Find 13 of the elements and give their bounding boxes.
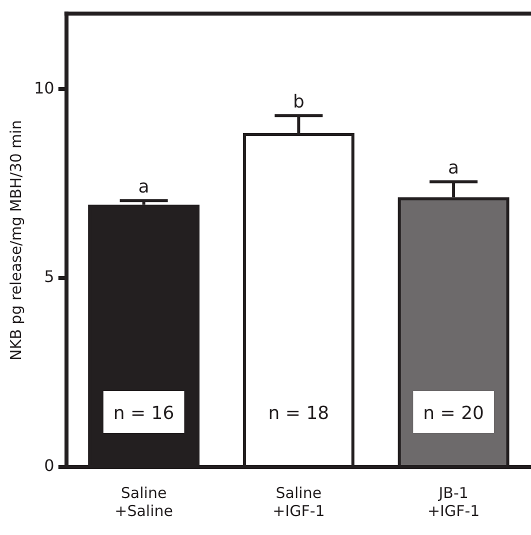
y-axis-title: NKB pg release/mg MBH/30 min — [6, 120, 25, 360]
annotation: a — [138, 176, 150, 198]
y-tick-label: 0 — [44, 456, 54, 476]
y-tick-label: 10 — [34, 78, 54, 98]
annotation: b — [292, 92, 304, 113]
x-tick-label: Saline +Saline — [114, 484, 173, 520]
x-tick-label: JB-1 +IGF-1 — [427, 484, 480, 520]
y-tick-label: 5 — [44, 267, 54, 286]
annotation: n = 18 — [268, 403, 330, 424]
annotation: n = 20 — [423, 403, 484, 424]
annotation: n = 16 — [113, 403, 174, 424]
x-tick-label: Saline +IGF-1 — [272, 484, 325, 520]
annotation: a — [448, 158, 460, 179]
